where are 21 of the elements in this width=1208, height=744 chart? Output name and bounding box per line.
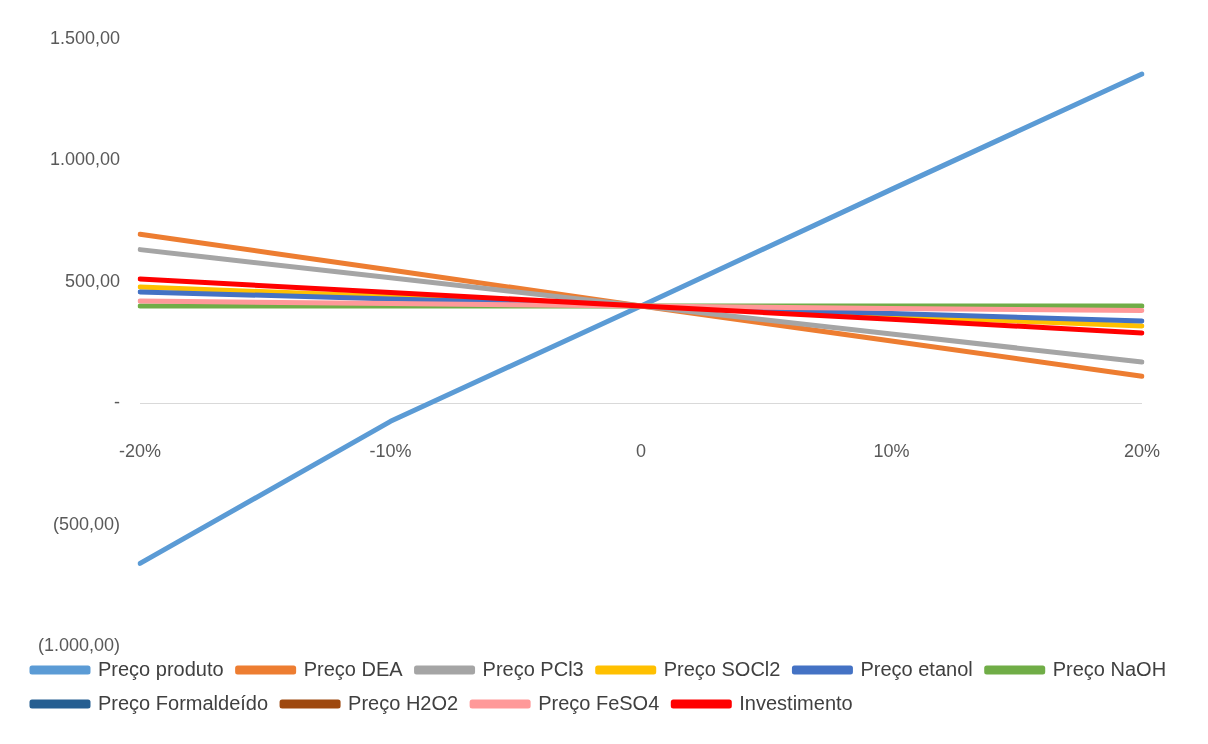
legend-label: Investimento <box>739 691 853 714</box>
y-tick-label: 1.000,00 <box>49 149 121 170</box>
y-tick-label: 500,00 <box>64 270 121 291</box>
legend-label: Preço etanol <box>860 657 973 680</box>
legend-label: Preço NaOH <box>1052 657 1167 680</box>
y-tick-label: (500,00) <box>53 513 121 534</box>
y-tick-label: 1.500,00 <box>49 27 121 48</box>
x-tick-label: 10% <box>873 440 910 461</box>
x-tick-label: -10% <box>369 440 412 461</box>
legend-label: Preço DEA <box>303 657 404 680</box>
legend-label: Preço SOCl2 <box>663 657 781 680</box>
legend-label: Preço PCl3 <box>482 657 584 680</box>
legend-label: Preço FeSO4 <box>538 691 660 714</box>
legend-label: Preço H2O2 <box>348 691 459 714</box>
legend-label: Preço produto <box>98 657 224 680</box>
y-tick-label: - <box>114 392 121 413</box>
legend-label: Preço Formaldeído <box>98 691 269 714</box>
x-tick-label: 0 <box>636 440 647 461</box>
x-tick-label: -20% <box>119 440 162 461</box>
y-tick-label: (1.000,00) <box>37 634 121 655</box>
x-tick-label: 20% <box>1123 440 1160 461</box>
